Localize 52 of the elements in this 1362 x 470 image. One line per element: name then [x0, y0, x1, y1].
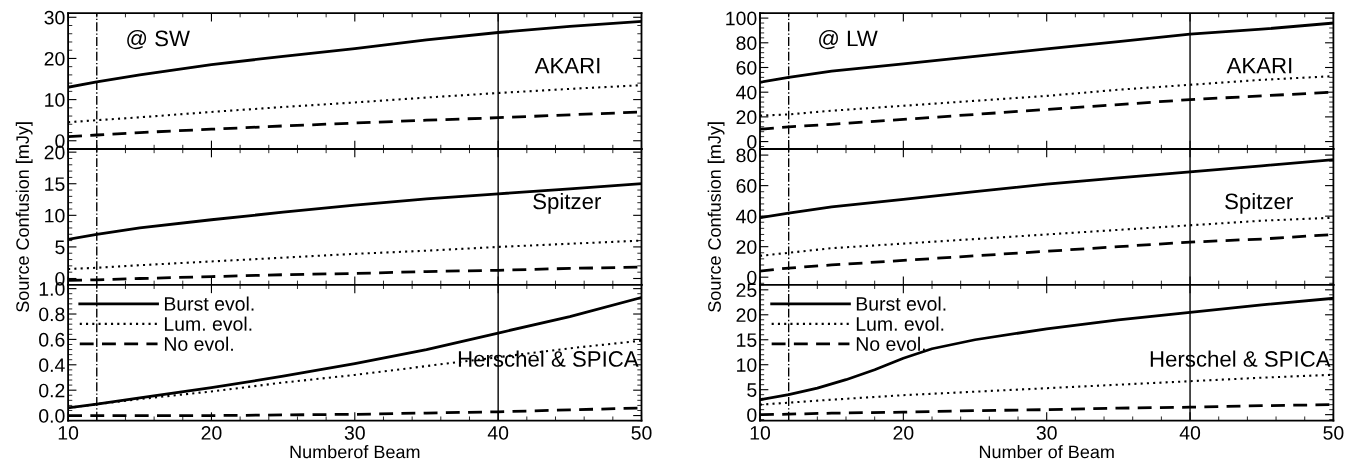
y-tick-label: 80: [736, 36, 757, 51]
y-tick-label: 0: [747, 135, 757, 149]
y-tick-label: 0.6: [39, 332, 65, 347]
y-tick-label: 0.8: [39, 307, 65, 322]
y-tick-label: 20: [736, 308, 757, 323]
y-tick-label: 100: [726, 11, 757, 26]
y-tick-label: 20: [736, 110, 757, 125]
annotation: Spitzer: [533, 192, 601, 214]
y-tick-label: 0: [747, 270, 757, 285]
legend-label: No evol.: [164, 336, 233, 351]
legend-label: Lum. evol.: [164, 316, 252, 331]
y-tick-label: 20: [736, 240, 757, 254]
legend-label: No evol.: [856, 336, 925, 351]
y-tick-label: 10: [45, 93, 65, 107]
y-axis-title: Source Confusion [mJy]: [15, 122, 33, 312]
x-tick-label: 20: [201, 426, 222, 440]
y-tick-label: 60: [736, 179, 757, 193]
y-tick-label: 80: [736, 148, 757, 163]
y-tick-label: 25: [736, 283, 757, 298]
y-tick-label: 15: [737, 333, 757, 347]
y-tick-label: 40: [736, 85, 757, 100]
x-tick-label: 50: [631, 426, 652, 440]
x-tick-label: 40: [1179, 426, 1201, 440]
y-tick-label: 10: [45, 208, 65, 223]
y-tick-label: 15: [45, 177, 65, 191]
y-tick-label: 20: [44, 51, 65, 66]
y-tick-label: 0: [747, 408, 757, 422]
y-tick-label: 10: [737, 358, 757, 372]
y-tick-label: 0.4: [39, 358, 65, 373]
y-tick-label: 0.0: [39, 409, 65, 423]
y-tick-label: 30: [44, 10, 65, 25]
x-tick-label: 30: [344, 426, 365, 440]
legend-label: Burst evol.: [856, 296, 946, 311]
x-tick-label: 30: [1036, 426, 1057, 440]
x-tick-label: 20: [893, 426, 914, 440]
x-tick-label: 50: [1323, 426, 1344, 440]
annotation: AKARI: [534, 57, 600, 74]
y-tick-label: 40: [736, 209, 757, 224]
y-tick-label: 5: [747, 383, 757, 397]
x-axis-title: Numberof Beam: [290, 445, 420, 459]
x-tick-label: 40: [487, 426, 509, 440]
annotation: Spitzer: [1225, 192, 1293, 214]
y-axis-title: Source Confusion [mJy]: [707, 122, 725, 312]
y-tick-label: 0.2: [39, 383, 65, 398]
annotation: @ LW: [819, 29, 878, 50]
y-tick-label: 60: [736, 60, 757, 75]
x-axis-title: Number of Beam: [979, 445, 1114, 459]
annotation: AKARI: [1226, 57, 1292, 74]
legend-label: Lum. evol.: [856, 316, 944, 331]
annotation: @ SW: [127, 29, 190, 50]
y-tick-label: 5: [55, 240, 65, 255]
legend-label: Burst evol.: [164, 296, 254, 311]
